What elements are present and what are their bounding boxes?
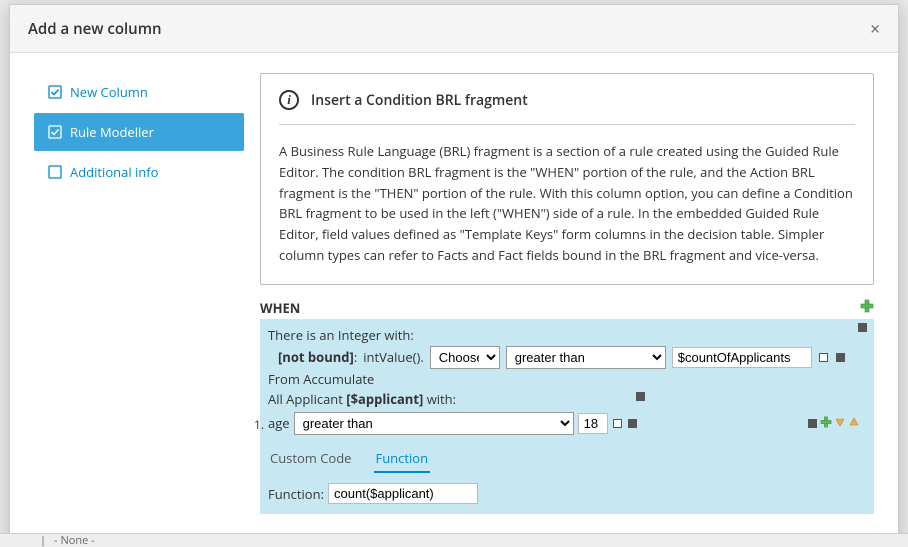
info-head: i Insert a Condition BRL fragment (279, 90, 855, 110)
nav-new-column[interactable]: New Column (34, 73, 244, 111)
edit-icon[interactable] (819, 353, 828, 362)
rule-line-2: [not bound]: intValue(). Choose. greater… (268, 346, 866, 369)
nav-label: New Column (70, 83, 148, 101)
from-accumulate-label: From Accumulate (268, 369, 866, 390)
rule-line-1: There is an Integer with: (268, 325, 866, 346)
function-field[interactable] (328, 483, 478, 504)
all-applicant-line: All Applicant [$applicant] with: (268, 389, 866, 410)
move-up-icon[interactable] (848, 413, 860, 434)
count-field[interactable] (672, 347, 812, 368)
info-title: Insert a Condition BRL fragment (311, 91, 528, 110)
action-icon[interactable] (808, 419, 817, 428)
close-icon[interactable]: × (870, 17, 880, 40)
edit-icon[interactable] (613, 419, 622, 428)
move-down-icon[interactable] (834, 413, 846, 434)
row-index: 1. (254, 415, 264, 434)
nav-label: Rule Modeller (70, 123, 154, 141)
function-label: Function: (268, 485, 324, 503)
remove-icon[interactable] (836, 353, 845, 362)
info-box: i Insert a Condition BRL fragment A Busi… (260, 73, 874, 285)
when-section: WHEN There is an Integer with: [not boun… (260, 299, 874, 514)
age-row: 1. age greater than (268, 412, 866, 435)
function-row: Function: (268, 483, 866, 504)
remove-icon[interactable] (628, 419, 637, 428)
collapse-icon[interactable] (858, 323, 867, 332)
divider (279, 124, 855, 125)
operator-select[interactable]: greater than (506, 346, 666, 369)
nav-additional-info[interactable]: Additional info (34, 153, 244, 191)
modal-header: Add a new column × (10, 5, 898, 53)
modal: Add a new column × New Column Rule Model… (9, 4, 899, 547)
rule-panel: There is an Integer with: [not bound]: i… (260, 319, 874, 514)
not-bound-label: [not bound]: (278, 350, 357, 364)
modal-backdrop: Add a new column × New Column Rule Model… (0, 0, 908, 547)
info-body: A Business Rule Language (BRL) fragment … (279, 141, 855, 266)
collapse-icon[interactable] (636, 392, 645, 401)
status-none: - None - (54, 533, 95, 547)
nav-label: Additional info (70, 163, 158, 181)
age-value-field[interactable] (578, 413, 608, 434)
add-icon[interactable] (820, 413, 832, 434)
statusbar: |- None - (0, 533, 908, 547)
checkbox-icon (48, 85, 62, 99)
age-label: age (268, 413, 290, 434)
modal-body: New Column Rule Modeller Additional info (10, 53, 898, 528)
age-operator-select[interactable]: greater than (294, 412, 574, 435)
tab-function[interactable]: Function (374, 445, 431, 473)
accumulate-tabs: Custom Code Function (268, 445, 866, 473)
nav-rule-modeller[interactable]: Rule Modeller (34, 113, 244, 151)
row-actions (807, 413, 860, 434)
tab-custom-code[interactable]: Custom Code (268, 445, 354, 473)
info-icon: i (279, 90, 299, 110)
choose-select[interactable]: Choose. (430, 346, 500, 369)
wizard-nav: New Column Rule Modeller Additional info (34, 73, 244, 514)
main-column: i Insert a Condition BRL fragment A Busi… (260, 73, 874, 514)
checkbox-icon (48, 125, 62, 139)
square-icon (48, 165, 62, 179)
add-condition-icon[interactable] (860, 299, 874, 317)
when-label: WHEN (260, 299, 300, 317)
intvalue-label: intValue(). (363, 347, 424, 368)
modal-title: Add a new column (28, 19, 162, 39)
